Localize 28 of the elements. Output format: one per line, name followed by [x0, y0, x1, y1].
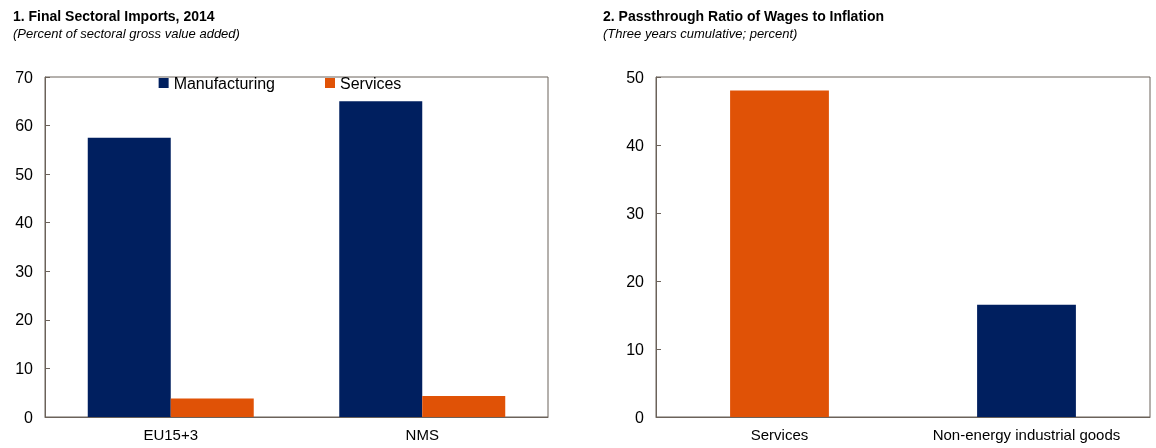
y-tick-label: 70 — [15, 68, 34, 86]
y-tick-label: 30 — [15, 262, 34, 280]
x-tick-label: EU15+3 — [143, 426, 199, 443]
legend-label: Services — [340, 74, 402, 92]
bar — [422, 396, 506, 417]
chart-title: 1. Final Sectoral Imports, 2014 — [13, 8, 215, 24]
x-tick-label: Non-energy industrial goods — [932, 426, 1121, 443]
bar — [170, 398, 254, 417]
bar — [87, 137, 171, 417]
x-tick-label: Services — [750, 426, 809, 443]
y-tick-label: 10 — [626, 340, 645, 358]
chart-subtitle: (Percent of sectoral gross value added) — [13, 26, 240, 41]
y-tick-label: 50 — [15, 165, 34, 183]
bar — [339, 101, 423, 417]
x-tick-label: NMS — [405, 426, 439, 443]
y-tick-label: 50 — [626, 68, 645, 86]
chart-subtitle: (Three years cumulative; percent) — [603, 26, 798, 41]
legend-label: Manufacturing — [173, 74, 276, 92]
y-tick-label: 40 — [626, 136, 645, 154]
y-tick-label: 30 — [626, 204, 645, 222]
y-tick-label: 40 — [15, 214, 34, 232]
y-tick-label: 20 — [15, 311, 34, 329]
chart-title: 2. Passthrough Ratio of Wages to Inflation — [603, 8, 885, 24]
y-tick-label: 0 — [24, 408, 34, 426]
y-tick-label: 10 — [15, 359, 34, 377]
y-tick-label: 60 — [15, 117, 34, 135]
y-tick-label: 0 — [635, 408, 645, 426]
y-tick-label: 20 — [626, 272, 645, 290]
